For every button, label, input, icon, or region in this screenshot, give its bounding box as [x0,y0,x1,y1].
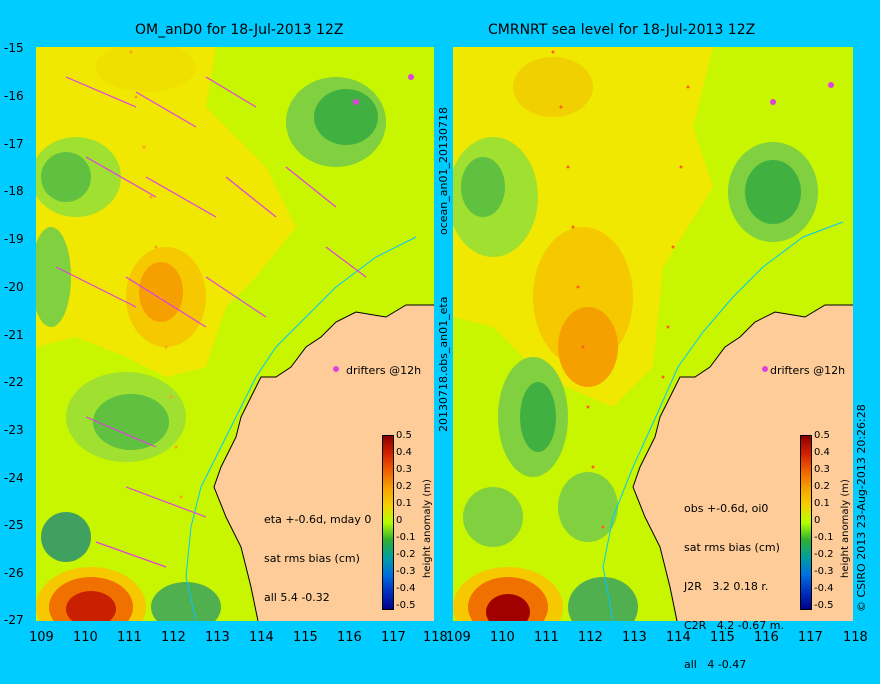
lon-tick-right: 113 [622,630,647,645]
colorbar-left [382,435,394,610]
colorbar-tick: -0.3 [814,566,834,577]
colorbar-tick: 0 [396,515,403,526]
lon-tick-right: 114 [666,630,691,645]
colorbar-right [800,435,812,610]
colorbar-tick: 0.2 [396,481,412,492]
colorbar-tick: -0.4 [814,583,834,594]
colorbar-label-right: height anomaly (m) [840,479,851,578]
stats-line: J2R 3.2 0.18 r. [684,580,769,593]
copyright-credit: © CSIRO 2013 23-Aug-2013 20:26:28 [855,404,868,612]
colorbar-tick: 0 [814,515,821,526]
colorbar-tick: -0.1 [814,532,834,543]
colorbar-tick: -0.1 [396,532,416,543]
lon-tick-right: 118 [843,630,868,645]
lon-tick-right: 109 [446,630,471,645]
lon-tick-right: 115 [710,630,735,645]
colorbar-tick: 0.3 [396,464,412,475]
lon-tick-right: 116 [754,630,779,645]
lon-tick-left: 113 [205,630,230,645]
lat-tick-left: -25 [4,518,24,532]
stats-line: obs +-0.6d, oi0 [684,502,769,515]
stats-line: sat rms bias (cm) [264,552,360,565]
colorbar-tick: 0.2 [814,481,830,492]
lat-tick-left: -23 [4,423,24,437]
left-map-canvas [36,47,434,621]
lon-tick-left: 115 [293,630,318,645]
lat-tick-left: -19 [4,232,24,246]
lon-tick-left: 118 [423,630,448,645]
stats-line: C2R 4.2 -0.67 m. [684,619,784,632]
colorbar-tick: 0.3 [814,464,830,475]
colorbar-tick: -0.3 [396,566,416,577]
colorbar-tick: -0.5 [814,600,834,611]
colorbar-tick: 0.5 [814,430,830,441]
obs-file-label: 20130718.obs_an01_eta [437,296,450,432]
lat-tick-left: -17 [4,137,24,151]
left-map-title: OM_anD0 for 18-Jul-2013 12Z [135,22,344,38]
stats-line: eta +-0.6d, mday 0 [264,513,372,526]
colorbar-tick: -0.2 [814,549,834,560]
colorbar-tick: -0.5 [396,600,416,611]
lon-tick-left: 114 [249,630,274,645]
stats-line: all 5.4 -0.32 [264,591,330,604]
colorbar-tick: 0.4 [814,447,830,458]
lon-tick-left: 111 [117,630,142,645]
lon-tick-left: 116 [337,630,362,645]
left-stats: eta +-0.6d, mday 0 sat rms bias (cm) all… [264,487,371,617]
lat-tick-left: -16 [4,89,24,103]
colorbar-tick: 0.5 [396,430,412,441]
lon-tick-left: 117 [381,630,406,645]
lat-tick-left: -18 [4,184,24,198]
lat-tick-left: -22 [4,375,24,389]
colorbar-tick: 0.1 [814,498,830,509]
left-map-panel [36,47,434,621]
colorbar-tick: 0.4 [396,447,412,458]
colorbar-tick: -0.2 [396,549,416,560]
lat-tick-left: -20 [4,280,24,294]
lon-tick-left: 109 [29,630,54,645]
lon-tick-right: 112 [578,630,603,645]
lat-tick-left: -24 [4,471,24,485]
lat-tick-left: -15 [4,41,24,55]
lon-tick-right: 117 [798,630,823,645]
lat-tick-left: -27 [4,613,24,627]
lon-tick-left: 112 [161,630,186,645]
right-map-panel [453,47,853,621]
right-map-title: CMRNRT sea level for 18-Jul-2013 12Z [488,22,756,38]
lon-tick-right: 110 [490,630,515,645]
lon-tick-right: 111 [534,630,559,645]
drifters-label-right: drifters @12h [770,364,846,377]
lon-tick-left: 110 [73,630,98,645]
right-map-canvas [453,47,853,621]
stats-line: sat rms bias (cm) [684,541,780,554]
right-stats: obs +-0.6d, oi0 sat rms bias (cm) J2R 3.… [684,476,784,684]
drifters-label-left: drifters @12h [346,364,422,377]
colorbar-tick: -0.4 [396,583,416,594]
run-id-label: ocean_an01_20130718 [437,107,450,235]
colorbar-tick: 0.1 [396,498,412,509]
lat-tick-left: -26 [4,566,24,580]
lat-tick-left: -21 [4,328,24,342]
colorbar-label-left: height anomaly (m) [422,479,433,578]
